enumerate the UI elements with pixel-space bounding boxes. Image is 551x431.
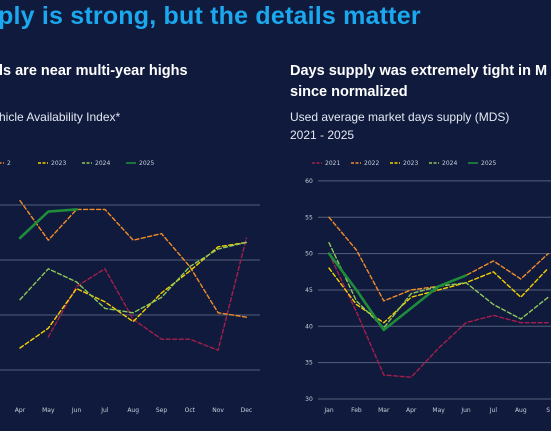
right-chart-ytick-label: 55: [305, 214, 313, 221]
right-chart-legend-label-2025: 2025: [481, 160, 496, 167]
right-chart-series-line-2023: [328, 267, 549, 324]
left-chart-xtick-label: Aug: [127, 407, 139, 414]
left-chart-xtick-label: Oct: [185, 407, 196, 414]
right-chart-legend-label-2023: 2023: [403, 160, 418, 167]
right-chart-ytick-label: 50: [305, 251, 313, 258]
left-chart-series-line-2022: [19, 199, 248, 318]
right-chart-xtick-label: Jan: [323, 407, 333, 414]
right-chart-ytick-label: 60: [305, 178, 313, 185]
right-chart-ytick-label: 30: [305, 396, 313, 403]
left-chart-xtick-label: May: [42, 407, 55, 414]
left-panel-title: ls are near multi-year highs: [0, 63, 188, 79]
left-chart-xtick-label: Apr: [15, 407, 26, 414]
right-chart-xtick-label: Jun: [460, 407, 471, 414]
right-chart-legend-label-2022: 2022: [364, 160, 379, 167]
right-chart-legend-label-2021: 2021: [325, 160, 340, 167]
left-chart-xtick-label: Jun: [71, 407, 82, 414]
right-chart-ytick-label: 45: [305, 287, 313, 294]
right-chart-ytick-label: 40: [305, 323, 313, 330]
right-chart-xtick-label: Jul: [489, 407, 498, 414]
right-panel-title-line1: Days supply was extremely tight in M: [290, 63, 548, 79]
left-chart-series-line-2024: [19, 241, 248, 314]
left-chart-legend-label-2: 2: [7, 160, 11, 167]
left-chart-legend-label-2025: 2025: [139, 160, 154, 167]
right-chart-xtick-label: Aug: [515, 407, 527, 414]
left-chart-xtick-label: Sep: [156, 407, 168, 414]
right-chart-xtick-label: Feb: [351, 407, 362, 414]
right-chart-xtick-label: Apr: [406, 407, 417, 414]
left-chart-xtick-label: Nov: [212, 407, 224, 414]
right-chart-xtick-label: Mar: [378, 407, 390, 414]
right-chart-ytick-label: 35: [305, 360, 313, 367]
left-panel-subtitle: hicle Availability Index*: [0, 110, 121, 124]
right-chart-series-line-2021: [328, 252, 549, 378]
right-panel-title-line2: since normalized: [290, 84, 408, 100]
right-chart-series-line-2025: [327, 252, 468, 332]
right-chart-xtick-label: May: [432, 407, 445, 414]
right-chart-xtick-label: S: [546, 407, 550, 414]
right-panel-subtitle-line2: 2021 - 2025: [290, 128, 355, 142]
headline: ply is strong, but the details matter: [0, 2, 421, 30]
left-chart-plot: Apr May Jun Jul Aug Sep Oct Nov Dec 2 2023 2024 2025: [0, 160, 260, 414]
right-panel-subtitle-line1: Used average market days supply (MDS): [290, 110, 510, 124]
right-chart-series-line-2022: [328, 216, 549, 302]
left-chart-legend-label-2024: 2024: [95, 160, 110, 167]
left-chart-xtick-label: Jul: [100, 407, 109, 414]
left-chart-series-line-2025: [18, 208, 78, 240]
right-chart-legend-label-2024: 2024: [442, 160, 457, 167]
left-chart-xtick-label: Dec: [241, 407, 253, 414]
left-chart-series-line-2021: [47, 237, 248, 351]
left-chart-legend-label-2023: 2023: [51, 160, 66, 167]
right-chart-plot: 30 35 40 45 50 55 60 Jan Feb Mar Apr May Jun Jul Aug S 2…: [305, 160, 551, 414]
